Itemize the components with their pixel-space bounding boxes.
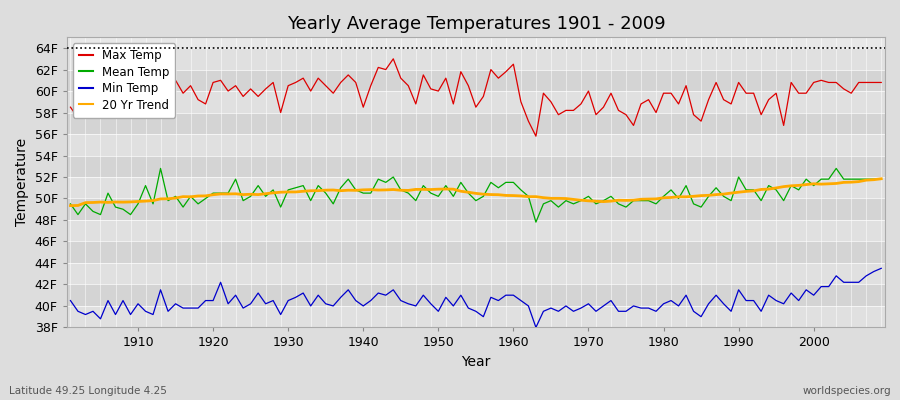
Bar xyxy=(67,48,885,70)
Y-axis label: Temperature: Temperature xyxy=(15,138,29,226)
Bar xyxy=(67,156,885,177)
Text: Latitude 49.25 Longitude 4.25: Latitude 49.25 Longitude 4.25 xyxy=(9,386,166,396)
Bar xyxy=(67,70,885,91)
Bar xyxy=(67,220,885,242)
Bar xyxy=(67,91,885,112)
Bar xyxy=(67,306,885,328)
Title: Yearly Average Temperatures 1901 - 2009: Yearly Average Temperatures 1901 - 2009 xyxy=(286,15,665,33)
Bar xyxy=(67,134,885,156)
X-axis label: Year: Year xyxy=(461,355,491,369)
Bar xyxy=(67,263,885,284)
Bar xyxy=(67,284,885,306)
Bar xyxy=(67,177,885,198)
Legend: Max Temp, Mean Temp, Min Temp, 20 Yr Trend: Max Temp, Mean Temp, Min Temp, 20 Yr Tre… xyxy=(73,43,176,118)
Bar xyxy=(67,198,885,220)
Bar xyxy=(67,242,885,263)
Bar xyxy=(67,112,885,134)
Text: worldspecies.org: worldspecies.org xyxy=(803,386,891,396)
